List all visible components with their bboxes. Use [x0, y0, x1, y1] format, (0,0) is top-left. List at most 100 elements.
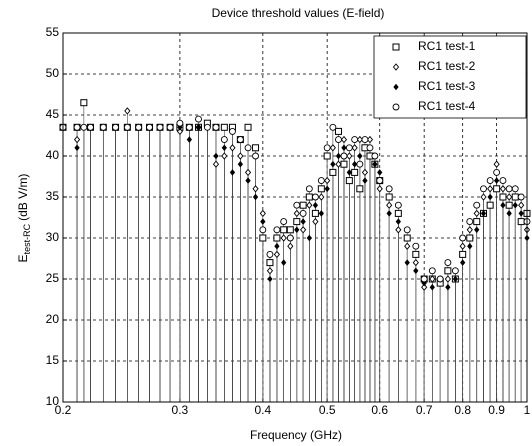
marker-circle [486, 177, 494, 185]
marker-circle [73, 123, 81, 131]
marker-circle [428, 267, 436, 275]
y-label-main: E [16, 254, 30, 262]
marker-square [444, 267, 452, 275]
y-tick-label: 10 [46, 394, 60, 408]
marker-dot [352, 160, 358, 168]
marker-diamond [300, 226, 307, 234]
marker-circle [493, 168, 501, 176]
marker-square [323, 152, 331, 160]
y-tick-label: 35 [46, 189, 60, 203]
marker-diamond [340, 135, 348, 144]
marker-dot [186, 136, 192, 143]
marker-square [273, 234, 281, 242]
marker-circle [444, 259, 452, 267]
marker-circle [480, 185, 487, 193]
marker-circle [212, 123, 220, 131]
marker-diamond [386, 201, 393, 209]
marker-diamond [312, 217, 319, 226]
legend-label: RC1 test-2 [418, 59, 476, 73]
marker-square [394, 209, 402, 217]
marker-dot [506, 210, 512, 217]
marker-dot [195, 123, 202, 131]
marker-diamond [176, 127, 183, 136]
marker-diamond [229, 144, 236, 152]
marker-dot [245, 177, 251, 184]
marker-diamond [356, 135, 363, 144]
marker-square [499, 193, 507, 201]
marker-circle [80, 123, 88, 131]
marker-dot [393, 83, 399, 91]
marker-circle [135, 123, 143, 131]
marker-square [259, 234, 267, 242]
marker-dot [460, 259, 466, 266]
marker-square [299, 201, 307, 209]
marker-circle [351, 136, 359, 144]
marker-diamond [324, 176, 331, 185]
marker-diamond [335, 160, 342, 168]
marker-dot [413, 267, 419, 275]
marker-circle [146, 123, 153, 131]
marker-circle [459, 234, 467, 242]
marker-circle [466, 218, 474, 226]
marker-square [403, 234, 411, 242]
marker-circle [329, 123, 337, 131]
marker-square [293, 218, 301, 226]
legend-label: RC1 test-3 [418, 79, 476, 93]
marker-dot [74, 144, 80, 152]
marker-circle [511, 185, 519, 193]
marker-dot [335, 152, 342, 160]
marker-square [517, 218, 525, 226]
marker-circle [112, 123, 120, 131]
y-tick-label: 50 [46, 66, 60, 80]
marker-dot [306, 234, 312, 242]
marker-dot [386, 210, 392, 217]
marker-diamond [273, 250, 280, 259]
x-tick-label: 1 [524, 403, 531, 417]
marker-dot [300, 218, 306, 225]
x-tick-label: 0.8 [454, 403, 471, 417]
marker-circle [311, 193, 319, 201]
marker-dot [221, 144, 227, 152]
marker-circle [473, 201, 481, 209]
marker-circle [340, 152, 348, 160]
marker-circle [299, 209, 307, 217]
marker-diamond [404, 242, 411, 250]
marker-diamond [212, 160, 220, 168]
marker-dot [445, 283, 451, 291]
y-tick-label: 45 [46, 107, 60, 121]
marker-circle [305, 185, 313, 193]
marker-square [356, 185, 364, 193]
marker-circle [156, 123, 164, 131]
marker-diamond [466, 226, 473, 234]
y-tick-label: 55 [46, 25, 60, 39]
marker-dot [252, 193, 259, 201]
marker-diamond [487, 185, 494, 193]
marker-square [493, 185, 501, 193]
marker-dot [372, 160, 378, 168]
marker-circle [392, 103, 400, 111]
marker-circle [176, 119, 184, 127]
marker-diamond [366, 135, 374, 144]
marker-circle [87, 123, 94, 131]
marker-dot [341, 144, 347, 152]
x-tick-label: 0.6 [371, 403, 388, 417]
marker-diamond [124, 107, 131, 115]
marker-dot [213, 152, 219, 160]
marker-diamond [459, 242, 466, 250]
marker-diamond [429, 275, 436, 283]
marker-circle [335, 136, 342, 144]
marker-dot [493, 177, 500, 184]
marker-diamond [376, 185, 383, 193]
marker-circle [293, 201, 301, 209]
marker-diamond [318, 193, 325, 201]
marker-square [511, 193, 519, 201]
marker-circle [123, 123, 131, 131]
marker-diamond [221, 152, 228, 160]
marker-diamond [412, 258, 419, 267]
marker-circle [195, 115, 202, 123]
marker-circle [273, 226, 281, 234]
x-tick-label: 0.3 [172, 403, 189, 417]
x-tick-label: 0.5 [319, 403, 336, 417]
marker-dot [395, 218, 401, 225]
marker-square [505, 201, 513, 209]
